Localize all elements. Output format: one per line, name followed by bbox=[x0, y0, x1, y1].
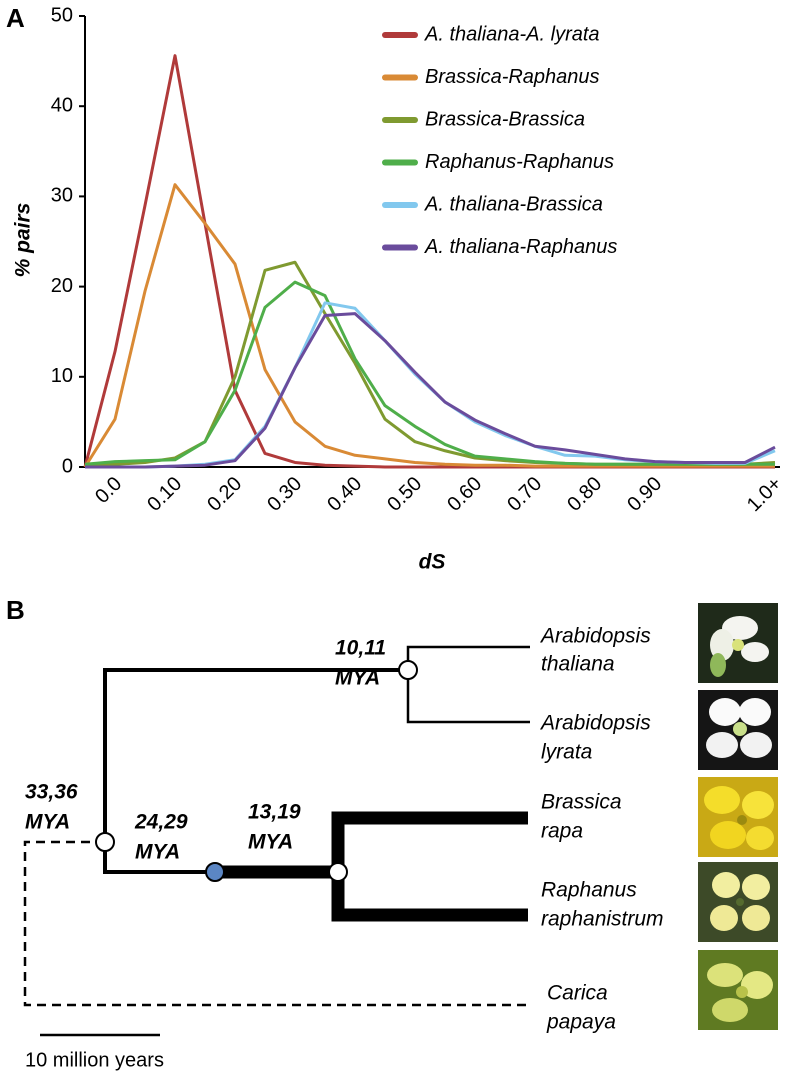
node bbox=[95, 832, 115, 852]
taxon-label: Arabidopsis bbox=[539, 712, 651, 735]
series-line bbox=[85, 312, 776, 469]
branch bbox=[331, 811, 528, 922]
taxon-label: papaya bbox=[546, 1011, 616, 1034]
x-axis-label: dS bbox=[419, 551, 446, 574]
photo bbox=[698, 690, 778, 770]
x-tick-label: 0.70 bbox=[503, 473, 546, 516]
taxon-label: raphanistrum bbox=[541, 908, 664, 931]
panel-label: B bbox=[6, 595, 25, 625]
taxon-label: Brassica bbox=[541, 791, 622, 814]
x-tick-label: 0.60 bbox=[443, 473, 486, 516]
photo bbox=[698, 950, 778, 1030]
divergence-label: MYA bbox=[335, 667, 380, 690]
divergence-label: 10,11 bbox=[335, 637, 386, 660]
taxon-label: Arabidopsis bbox=[539, 625, 651, 648]
divergence-label: 33,36 bbox=[25, 781, 78, 804]
series-line bbox=[85, 301, 776, 469]
y-tick-label: 0 bbox=[62, 455, 73, 477]
photo bbox=[698, 777, 778, 857]
y-tick-label: 30 bbox=[51, 185, 73, 207]
x-tick-label: 0.90 bbox=[623, 473, 666, 516]
panel-label: A bbox=[6, 3, 25, 33]
legend-label: Brassica-Brassica bbox=[425, 108, 585, 130]
taxon-label: Raphanus bbox=[541, 879, 637, 902]
x-tick-label: 0.0 bbox=[91, 473, 126, 508]
branch bbox=[406, 645, 530, 724]
node bbox=[398, 660, 418, 680]
x-tick-label: 1.0+ bbox=[743, 473, 786, 516]
legend-label: A. thaliana-Brassica bbox=[424, 193, 603, 215]
taxon-label: thaliana bbox=[541, 653, 615, 676]
legend-label: A. thaliana-A. lyrata bbox=[424, 23, 600, 45]
y-tick-label: 50 bbox=[51, 4, 73, 26]
y-tick-label: 40 bbox=[51, 94, 73, 116]
x-tick-label: 0.80 bbox=[563, 473, 606, 516]
scale-bar-label: 10 million years bbox=[25, 1049, 164, 1071]
legend-label: Raphanus-Raphanus bbox=[425, 151, 614, 173]
x-tick-label: 0.10 bbox=[143, 473, 186, 516]
node bbox=[205, 862, 225, 882]
series-line bbox=[84, 280, 775, 466]
taxon-label: rapa bbox=[541, 820, 583, 843]
taxon-label: lyrata bbox=[541, 741, 592, 764]
photo bbox=[698, 862, 778, 942]
divergence-label: MYA bbox=[135, 841, 180, 864]
legend-label: Brassica-Raphanus bbox=[425, 66, 600, 88]
legend-label: A. thaliana-Raphanus bbox=[424, 236, 617, 258]
divergence-label: MYA bbox=[25, 811, 70, 834]
divergence-label: MYA bbox=[248, 831, 293, 854]
divergence-label: 24,29 bbox=[134, 811, 188, 834]
tree: B 10,11 MYA 33,36 MYA 24,29 MYA 13,19 MY… bbox=[6, 595, 778, 1071]
y-axis-label: % pairs bbox=[12, 203, 35, 278]
photo bbox=[698, 603, 778, 683]
series-line bbox=[83, 183, 775, 468]
y-tick-label: 10 bbox=[51, 365, 73, 387]
taxon-label: Carica bbox=[547, 982, 608, 1005]
divergence-label: 13,19 bbox=[248, 801, 301, 824]
x-tick-label: 0.20 bbox=[203, 473, 246, 516]
node bbox=[328, 862, 348, 882]
y-tick-label: 20 bbox=[51, 275, 73, 297]
x-tick-label: 0.50 bbox=[383, 473, 426, 516]
x-tick-label: 0.30 bbox=[263, 473, 306, 516]
x-tick-label: 0.40 bbox=[323, 473, 366, 516]
